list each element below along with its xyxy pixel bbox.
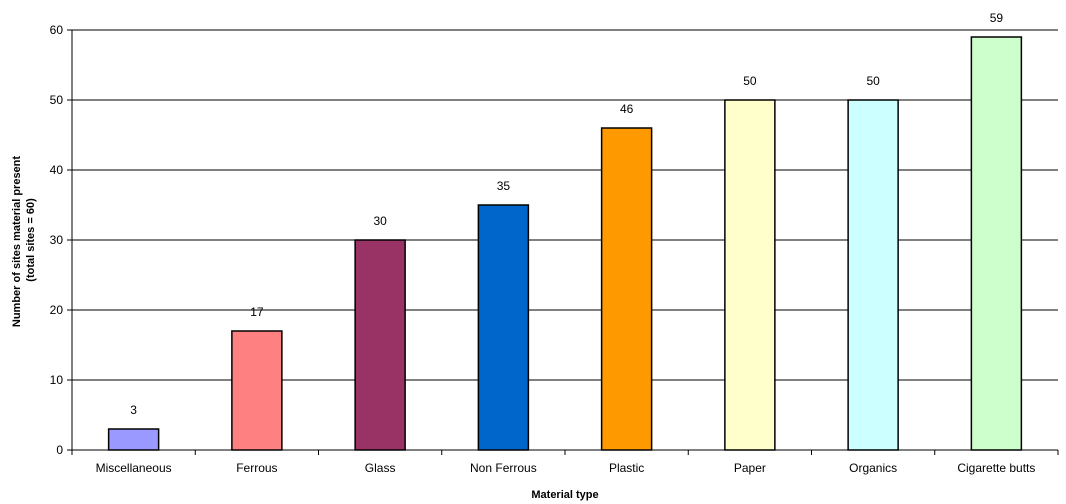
data-label: 59 — [990, 11, 1004, 25]
data-label: 50 — [743, 74, 757, 88]
y-tick-label: 40 — [50, 163, 64, 177]
x-tick-label: Paper — [734, 461, 766, 475]
y-axis-title-line-2: (total sites = 60) — [25, 198, 37, 282]
bar — [970, 36, 1023, 451]
bar — [847, 99, 899, 451]
bar — [477, 204, 530, 451]
y-tick-label: 0 — [56, 443, 63, 457]
data-label: 30 — [373, 214, 387, 228]
bar — [231, 330, 283, 451]
bar — [600, 127, 653, 451]
bar — [107, 428, 160, 451]
y-tick-label: 30 — [50, 233, 64, 247]
x-tick-label: Non Ferrous — [470, 461, 537, 475]
data-label: 17 — [250, 305, 264, 319]
x-tick-label: Ferrous — [236, 461, 277, 475]
data-label: 50 — [866, 74, 880, 88]
x-tick-label: Miscellaneous — [96, 461, 172, 475]
data-label: 3 — [130, 403, 137, 417]
y-tick-label: 60 — [50, 23, 64, 37]
bar — [354, 239, 406, 451]
x-axis-title: Material type — [531, 489, 598, 501]
y-tick-label: 10 — [50, 373, 64, 387]
x-tick-label: Glass — [365, 461, 396, 475]
y-axis-title: Number of sites material present (total … — [11, 153, 37, 327]
data-label: 46 — [620, 102, 634, 116]
data-label: 35 — [497, 179, 511, 193]
x-tick-label: Organics — [849, 461, 897, 475]
y-axis-title-line-1: Number of sites material present — [11, 156, 23, 328]
x-tick-label: Plastic — [609, 461, 644, 475]
x-tick-label: Cigarette butts — [957, 461, 1035, 475]
data-labels: 3 17 30 35 46 50 50 59 — [130, 11, 1003, 417]
bar — [724, 99, 776, 451]
gridlines — [72, 29, 1058, 381]
bars — [107, 36, 1023, 451]
x-ticks: Miscellaneous Ferrous Glass Non Ferrous Plas… — [71, 450, 1059, 475]
y-ticks: 0 10 20 30 40 50 60 — [50, 23, 72, 457]
y-tick-label: 50 — [50, 93, 64, 107]
y-tick-label: 20 — [50, 303, 64, 317]
